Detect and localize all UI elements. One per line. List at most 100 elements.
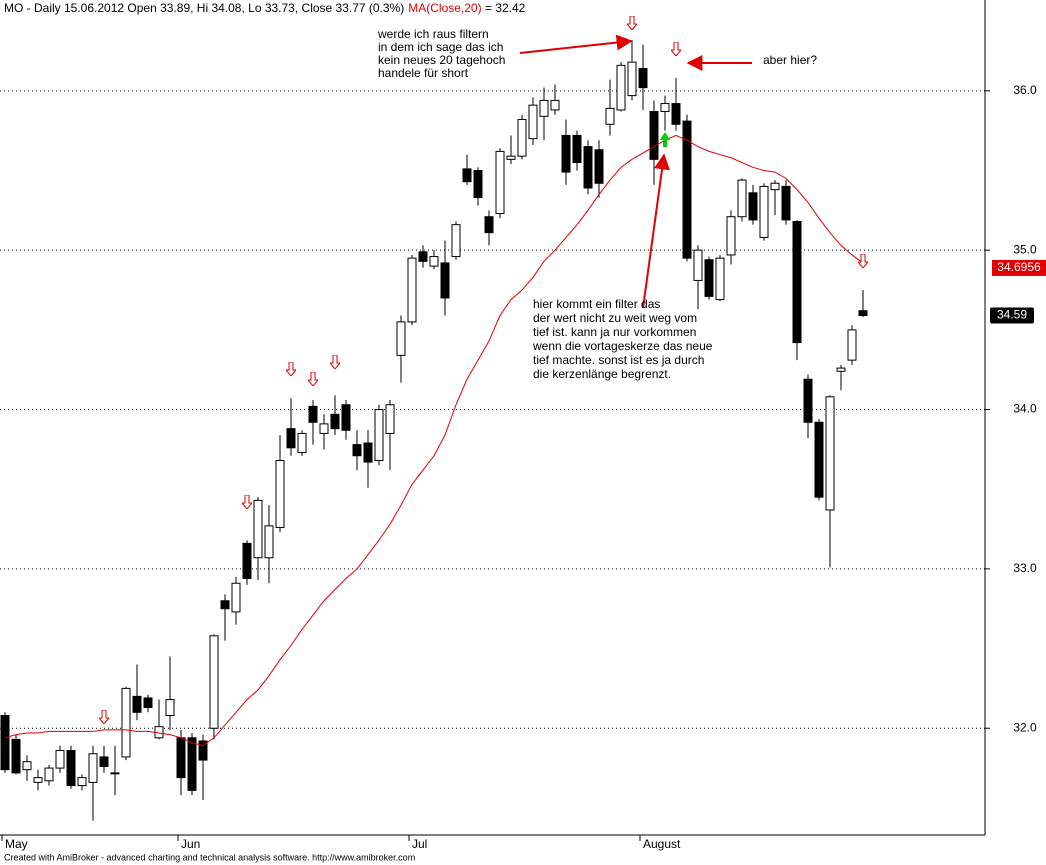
x-tick-label: Jul [412, 837, 427, 851]
candle-body [495, 150, 505, 215]
candle-body [594, 149, 604, 184]
candle-body [418, 251, 428, 262]
candle-body [792, 220, 802, 344]
candle-body [143, 697, 153, 709]
candle-body [627, 61, 637, 97]
annotation-text: aber hier? [763, 53, 817, 67]
candle-body [759, 185, 769, 238]
candle-body [132, 695, 142, 713]
annotation-text: der wert nicht zu weit weg vom [533, 311, 697, 325]
candle-body [308, 405, 318, 423]
candle-body [396, 321, 406, 356]
candle-body [605, 107, 615, 125]
signal-arrow-up [660, 132, 670, 147]
candle-body [462, 168, 472, 183]
candle-body [275, 460, 285, 528]
candle-body [44, 767, 54, 782]
candle-body [484, 216, 494, 234]
annotation-text: wenn die vortageskerze das neue [532, 339, 713, 353]
footer: Created with AmiBroker - advanced charti… [4, 852, 415, 862]
candle-body [550, 99, 560, 111]
x-tick-label: August [643, 837, 681, 851]
y-tick-label: 34.0 [1013, 402, 1037, 416]
candle-body [33, 777, 43, 783]
candle-body [693, 249, 703, 281]
candle-body [616, 64, 626, 111]
ma-marker-label: 34.6956 [997, 260, 1041, 274]
candle-body [110, 772, 120, 775]
candle-body [715, 257, 725, 301]
candle-body [517, 119, 527, 157]
candle-body [726, 216, 736, 256]
ma-line [4, 134, 864, 747]
candle-body [473, 170, 483, 199]
close-marker [990, 307, 1034, 324]
candle-body [176, 737, 186, 779]
candle-body [649, 111, 659, 160]
candle-body [198, 740, 208, 761]
annotation-text: tief ist. kann ja nur vorkommen [533, 325, 696, 339]
candle-body [528, 104, 538, 140]
candle-body [66, 750, 76, 787]
x-tick-label: Jun [181, 837, 200, 851]
candle-body [451, 224, 461, 258]
candle-body [858, 310, 868, 317]
close-marker-label: 34.59 [997, 308, 1027, 322]
candle-body [231, 582, 241, 613]
candle-body [99, 756, 109, 767]
title-main: MO - Daily 15.06.2012 Open 33.89, Hi 34.… [4, 1, 404, 15]
candle-body [11, 738, 21, 774]
candle-body [77, 777, 87, 787]
candle-body [374, 409, 384, 462]
candle-body [440, 262, 450, 299]
candle-body [264, 525, 274, 559]
annotation-text: tief machte. sonst ist es ja durch [533, 353, 704, 367]
candle-body [297, 432, 307, 454]
annotation-text: in dem ich sage das ich [378, 40, 503, 54]
candle-body [638, 68, 648, 89]
candle-body [583, 146, 593, 189]
candle-body [385, 404, 395, 434]
y-tick-label: 33.0 [1013, 561, 1037, 575]
x-tick-label: May [5, 837, 28, 851]
annotation-text: handele für short [378, 66, 469, 80]
title-ma-value: = 32.42 [482, 1, 526, 15]
annotation-arrow [642, 153, 670, 309]
candle-body [88, 753, 98, 783]
candle-body [165, 699, 175, 716]
y-tick-label: 35.0 [1013, 242, 1037, 256]
candle-body [803, 378, 813, 423]
candle-body [671, 103, 681, 125]
candle-body [407, 257, 417, 323]
candle-body [429, 256, 439, 267]
candle-body [220, 600, 230, 610]
candle-body [363, 442, 373, 463]
candle-body [561, 134, 571, 173]
candle-body [539, 99, 549, 117]
candle-body [737, 179, 747, 218]
candle-body [0, 714, 10, 771]
candle-body [352, 444, 362, 457]
candle-body [121, 687, 131, 758]
grid [0, 90, 985, 729]
annotation-text: die kerzenlänge begrenzt. [533, 367, 671, 381]
candle-body [253, 499, 263, 559]
plot-area [0, 39, 868, 821]
candle-body [770, 182, 780, 191]
y-tick-label: 32.0 [1013, 720, 1037, 734]
candle-body [506, 155, 516, 160]
annotation-text: kein neues 20 tagehoch [378, 53, 505, 67]
candle-body [330, 413, 340, 430]
annotation-text: werde ich raus filtern [377, 27, 489, 41]
candle-body [836, 367, 846, 372]
candle-body [847, 329, 857, 361]
annotation-text: hier kommt ein filter das [533, 297, 660, 311]
candle-body [682, 120, 692, 259]
candle-body [319, 423, 329, 434]
candle-body [704, 259, 714, 297]
candle-body [341, 404, 351, 431]
annotation-arrow [519, 34, 633, 54]
chart-title: MO - Daily 15.06.2012 Open 33.89, Hi 34.… [4, 1, 526, 15]
ma-marker [992, 259, 1046, 276]
